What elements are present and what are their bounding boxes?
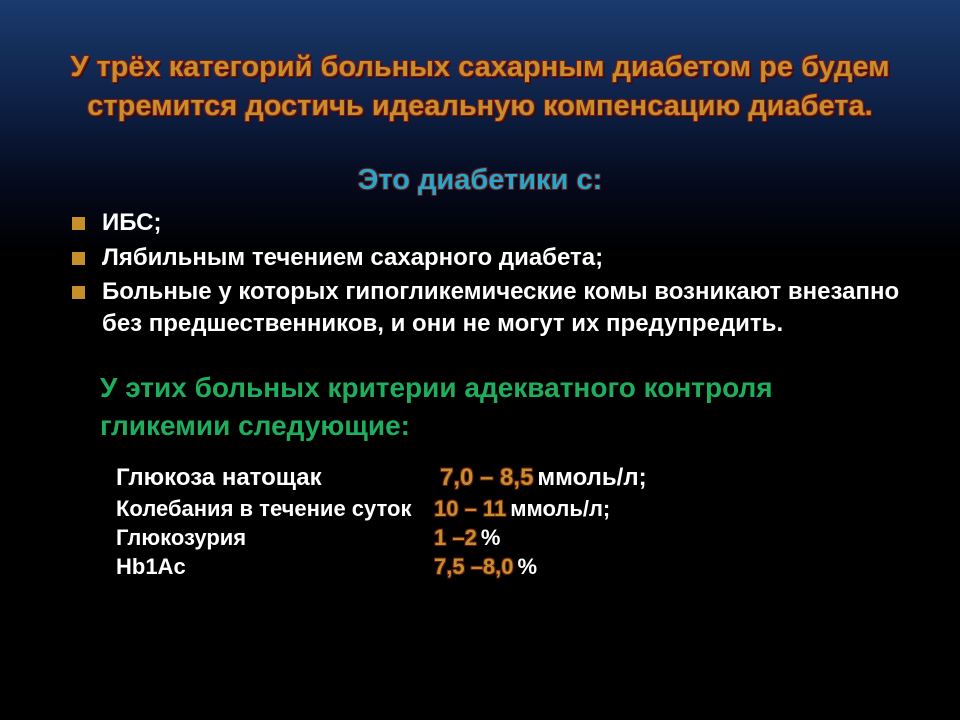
criteria-value: 7,5 –8,0 [434,552,514,581]
criteria-table: Глюкоза натощак 7,0 – 8,5 ммоль/л; Колеб… [0,456,960,581]
criteria-label: Колебания в течение суток [116,494,428,523]
table-row: Hb1Ac 7,5 –8,0 % [116,552,900,581]
criteria-label: Hb1Ac [116,552,428,581]
table-row: Колебания в течение суток 10 – 11 ммоль/… [116,494,900,523]
criteria-unit: ммоль/л; [510,494,610,523]
slide-subtitle: Это диабетики с: [0,164,960,197]
criteria-heading: У этих больных критерии адекватного конт… [0,343,960,457]
list-item: Лябильным течением сахарного диабета; [62,242,900,274]
table-row: Глюкоза натощак 7,0 – 8,5 ммоль/л; [116,462,900,494]
criteria-value: 7,0 – 8,5 [440,462,533,494]
list-item: ИБС; [62,207,900,239]
criteria-label: Глюкозурия [116,523,428,552]
slide-title: У трёх категорий больных сахарным диабет… [0,0,960,142]
criteria-unit: % [518,552,538,581]
criteria-unit: ммоль/л; [537,462,646,494]
criteria-value: 1 –2 [434,523,477,552]
list-item: Больные у которых гипогликемические комы… [62,276,900,341]
criteria-label: Глюкоза натощак [116,462,434,494]
bullet-list: ИБС; Лябильным течением сахарного диабет… [0,207,960,341]
criteria-value: 10 – 11 [434,494,506,523]
table-row: Глюкозурия 1 –2 % [116,523,900,552]
criteria-unit: % [481,523,501,552]
